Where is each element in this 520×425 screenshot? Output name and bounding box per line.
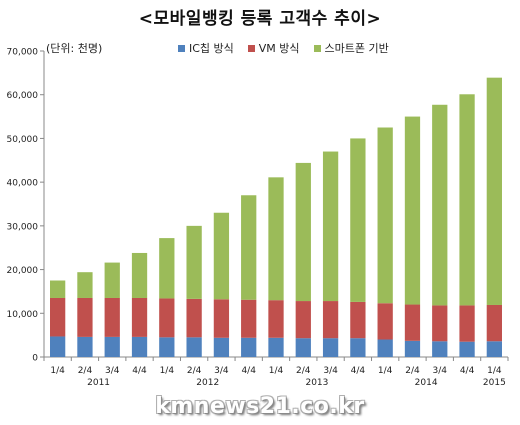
bar-segment-vm <box>50 297 66 337</box>
year-label: 2011 <box>87 378 110 388</box>
x-tick-label: 1/4 <box>269 366 284 376</box>
bar-segment-ic-chip <box>131 336 148 357</box>
bar-segment-ic-chip <box>295 338 311 357</box>
x-tick-label: 2/4 <box>296 366 311 376</box>
y-tick-label: 20,000 <box>7 266 39 276</box>
bar-segment-ic-chip <box>486 341 502 357</box>
y-tick-label: 60,000 <box>7 91 39 101</box>
bar-segment-smartphone <box>377 127 393 304</box>
y-tick-label: 0 <box>32 354 38 364</box>
bar-segment-vm <box>131 297 148 337</box>
x-tick-label: 1/4 <box>50 366 65 376</box>
legend-label-smartphone: 스마트폰 기반 <box>324 42 389 55</box>
x-tick-label: 2/4 <box>405 366 420 376</box>
chart-axis-labels: 0 10,000 20,000 30,000 40,000 50,000 60,000 70,… <box>7 48 506 389</box>
bar-segment-vm <box>295 301 311 339</box>
bar-segment-smartphone <box>50 280 66 298</box>
bar-segment-ic-chip <box>77 336 93 357</box>
x-tick-label: 1/4 <box>160 366 175 376</box>
bar-segment-smartphone <box>404 116 421 305</box>
bar-segment-vm <box>432 305 448 342</box>
year-label: 2013 <box>305 378 328 388</box>
x-tick-label: 3/4 <box>433 366 448 376</box>
bar-segment-ic-chip <box>404 340 421 357</box>
legend-item-smartphone: 스마트폰 기반 <box>313 40 389 56</box>
bar-segment-smartphone <box>459 94 475 306</box>
bar-segment-ic-chip <box>322 338 339 357</box>
bar-segment-ic-chip <box>104 336 120 357</box>
bar-segment-vm <box>241 299 257 338</box>
bar-segment-smartphone <box>159 238 175 299</box>
y-tick-label: 50,000 <box>7 135 39 145</box>
x-tick-label: 4/4 <box>351 366 366 376</box>
watermark-text: kmnews21.co.kr <box>155 394 365 419</box>
x-tick-label: 1/4 <box>487 366 502 376</box>
bar-segment-vm <box>213 299 230 338</box>
year-label: 2012 <box>196 378 219 388</box>
bar-segment-vm <box>404 304 421 341</box>
y-tick-label: 30,000 <box>7 222 39 232</box>
bar-segment-smartphone <box>486 77 502 305</box>
x-tick-label: 3/4 <box>105 366 120 376</box>
bar-segment-smartphone <box>295 162 311 302</box>
unit-label: (단위: 천명) <box>46 42 103 55</box>
bar-segment-smartphone <box>213 212 230 300</box>
year-label: 2015 <box>483 378 506 388</box>
legend-label-ic: IC칩 방식 <box>189 42 234 55</box>
bar-segment-ic-chip <box>186 337 202 357</box>
bar-segment-ic-chip <box>459 341 475 357</box>
bar-segment-ic-chip <box>241 337 257 357</box>
bar-segment-ic-chip <box>432 341 448 357</box>
bar-segment-smartphone <box>268 177 284 301</box>
bar-segment-smartphone <box>77 272 93 298</box>
y-tick-label: 70,000 <box>7 48 39 58</box>
chart-legend: IC칩 방식 VM 방식 스마트폰 기반 <box>178 40 389 56</box>
bar-segment-smartphone <box>322 151 339 302</box>
x-tick-label: 4/4 <box>460 366 475 376</box>
legend-swatch-vm <box>247 44 255 52</box>
bar-segment-ic-chip <box>268 337 284 357</box>
x-tick-label: 2/4 <box>187 366 202 376</box>
bar-segment-vm <box>459 305 475 342</box>
bar-segment-vm <box>268 300 284 338</box>
chart-title: <모바일뱅킹 등록 고객수 추이> <box>138 9 382 29</box>
x-tick-label: 3/4 <box>214 366 229 376</box>
bar-segment-ic-chip <box>213 337 230 357</box>
bar-segment-vm <box>486 304 502 342</box>
bar-segment-smartphone <box>104 262 120 298</box>
x-tick-label: 2/4 <box>78 366 93 376</box>
bar-segment-vm <box>77 297 93 337</box>
y-tick-label: 40,000 <box>7 179 39 189</box>
bar-segment-smartphone <box>350 138 366 302</box>
legend-swatch-ic <box>178 44 185 52</box>
legend-item-ic: IC칩 방식 <box>178 40 234 56</box>
bar-segment-vm <box>104 297 120 337</box>
bar-segment-vm <box>159 298 175 338</box>
bar-segment-smartphone <box>186 225 202 299</box>
legend-swatch-smartphone <box>313 44 321 52</box>
bar-segment-smartphone <box>241 195 257 300</box>
x-tick-label: 3/4 <box>323 366 338 376</box>
x-tick-label: 4/4 <box>132 366 147 376</box>
bar-segment-smartphone <box>432 104 448 306</box>
bar-segment-smartphone <box>131 252 148 298</box>
x-tick-label: 1/4 <box>378 366 393 376</box>
legend-label-vm: VM 방식 <box>258 42 300 55</box>
bar-segment-ic-chip <box>377 339 393 357</box>
bar-segment-ic-chip <box>159 337 175 357</box>
bar-segment-ic-chip <box>50 336 66 357</box>
bar-segment-vm <box>322 301 339 339</box>
year-label: 2014 <box>415 378 438 388</box>
x-tick-label: 4/4 <box>241 366 256 376</box>
bar-segment-vm <box>350 301 366 339</box>
legend-item-vm: VM 방식 <box>247 40 300 56</box>
chart-bars <box>50 77 502 357</box>
bar-segment-vm <box>377 303 393 340</box>
bar-segment-ic-chip <box>350 338 366 357</box>
y-tick-label: 10,000 <box>7 310 39 320</box>
bar-segment-vm <box>186 298 202 338</box>
